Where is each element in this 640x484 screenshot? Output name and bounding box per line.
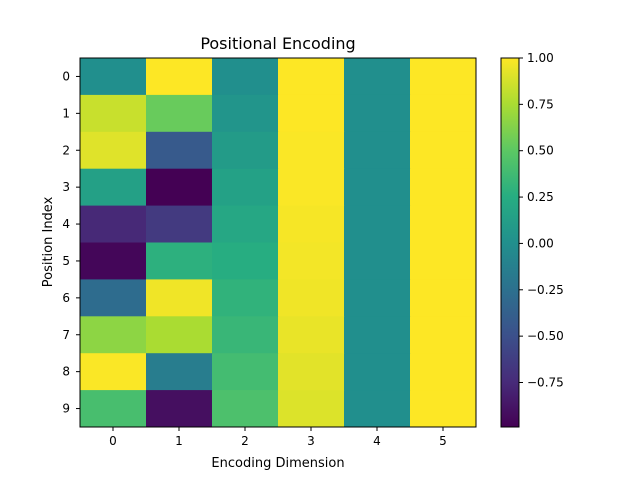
heatmap-cell bbox=[146, 94, 213, 133]
heatmap-cell bbox=[410, 353, 477, 391]
y-tick-label: 3 bbox=[62, 180, 70, 194]
heatmap-cell bbox=[80, 205, 147, 243]
y-tick-label: 5 bbox=[62, 254, 70, 268]
heatmap-cell bbox=[212, 168, 279, 207]
colorbar-tick-label: 0.00 bbox=[527, 236, 554, 250]
heatmap-cell bbox=[146, 353, 213, 391]
x-tick-label: 4 bbox=[373, 434, 381, 448]
heatmap-cell bbox=[212, 390, 279, 428]
heatmap-cell bbox=[278, 390, 345, 428]
x-tick-label: 1 bbox=[175, 434, 183, 448]
heatmap-cell bbox=[410, 279, 477, 317]
y-tick-label: 1 bbox=[62, 106, 70, 120]
y-tick-label: 8 bbox=[62, 365, 70, 379]
heatmap-cell bbox=[410, 94, 477, 133]
y-tick-label: 6 bbox=[62, 291, 70, 305]
heatmap-cell bbox=[212, 279, 279, 317]
y-axis-label: Position Index bbox=[41, 196, 56, 287]
colorbar-tick-label: −0.50 bbox=[527, 329, 564, 343]
heatmap-cell bbox=[278, 58, 345, 96]
y-tick-label: 7 bbox=[62, 328, 70, 342]
heatmap-cell bbox=[344, 168, 411, 207]
heatmap-cell bbox=[344, 390, 411, 428]
heatmap-cell bbox=[80, 316, 147, 354]
heatmap-cell bbox=[80, 279, 147, 317]
heatmap-cell bbox=[344, 279, 411, 317]
heatmap-cell bbox=[146, 58, 213, 96]
heatmap-cell bbox=[80, 94, 147, 133]
heatmap-cell bbox=[146, 168, 213, 207]
heatmap-cell bbox=[278, 205, 345, 243]
heatmap-cell bbox=[410, 131, 477, 170]
x-tick-label: 5 bbox=[439, 434, 447, 448]
heatmap-cell bbox=[344, 205, 411, 243]
heatmap-cell bbox=[410, 58, 477, 96]
colorbar-tick-label: 0.50 bbox=[527, 144, 554, 158]
heatmap-cells bbox=[80, 58, 477, 428]
heatmap-cell bbox=[80, 242, 147, 280]
heatmap-cell bbox=[146, 131, 213, 170]
heatmap-cell bbox=[410, 316, 477, 354]
chart-title: Positional Encoding bbox=[200, 34, 355, 53]
x-axis-ticks: 0 1 2 3 4 5 bbox=[109, 427, 447, 448]
heatmap-cell bbox=[278, 316, 345, 354]
colorbar-tick-label: −0.75 bbox=[527, 375, 564, 389]
y-tick-label: 4 bbox=[62, 217, 70, 231]
heatmap-cell bbox=[410, 242, 477, 280]
heatmap-cell bbox=[410, 205, 477, 243]
heatmap-cell bbox=[146, 390, 213, 428]
y-tick-label: 2 bbox=[62, 143, 70, 157]
colorbar-tick-label: 0.75 bbox=[527, 97, 554, 111]
heatmap-cell bbox=[80, 390, 147, 428]
heatmap-cell bbox=[278, 94, 345, 133]
heatmap-cell bbox=[278, 242, 345, 280]
heatmap-cell bbox=[212, 131, 279, 170]
heatmap-cell bbox=[278, 168, 345, 207]
heatmap-cell bbox=[344, 316, 411, 354]
heatmap-cell bbox=[410, 390, 477, 428]
y-tick-label: 9 bbox=[62, 402, 70, 416]
heatmap-cell bbox=[146, 242, 213, 280]
colorbar-tick-label: 1.00 bbox=[527, 51, 554, 65]
heatmap-cell bbox=[344, 58, 411, 96]
heatmap-cell bbox=[80, 168, 147, 207]
heatmap-cell bbox=[80, 353, 147, 391]
x-tick-label: 2 bbox=[241, 434, 249, 448]
colorbar-tick-label: 0.25 bbox=[527, 190, 554, 204]
heatmap-cell bbox=[212, 242, 279, 280]
heatmap-cell bbox=[146, 316, 213, 354]
y-axis-ticks: 0 1 2 3 4 5 6 7 8 9 bbox=[62, 69, 80, 416]
y-tick-label: 0 bbox=[62, 69, 70, 83]
heatmap-cell bbox=[212, 353, 279, 391]
heatmap-cell bbox=[410, 168, 477, 207]
x-axis-label: Encoding Dimension bbox=[211, 456, 344, 471]
heatmap-cell bbox=[212, 316, 279, 354]
heatmap-cell bbox=[344, 353, 411, 391]
colorbar bbox=[500, 57, 520, 428]
heatmap-cell bbox=[146, 205, 213, 243]
heatmap-cell bbox=[80, 131, 147, 170]
heatmap-cell bbox=[80, 58, 147, 96]
heatmap-cell bbox=[278, 279, 345, 317]
heatmap-cell bbox=[344, 242, 411, 280]
heatmap-cell bbox=[212, 58, 279, 96]
heatmap-cell bbox=[278, 353, 345, 391]
heatmap-cell bbox=[344, 131, 411, 170]
heatmap-cell bbox=[278, 131, 345, 170]
heatmap-cell bbox=[212, 205, 279, 243]
x-tick-label: 3 bbox=[307, 434, 315, 448]
colorbar-ticks: 1.00 0.75 0.50 0.25 0.00 −0.25 −0.50 −0.75 bbox=[519, 51, 564, 389]
heatmap-cell bbox=[212, 94, 279, 133]
colorbar-tick-label: −0.25 bbox=[527, 283, 564, 297]
heatmap-cell bbox=[344, 94, 411, 133]
x-tick-label: 0 bbox=[109, 434, 117, 448]
plot-frame bbox=[79, 57, 477, 428]
heatmap-cell bbox=[146, 279, 213, 317]
